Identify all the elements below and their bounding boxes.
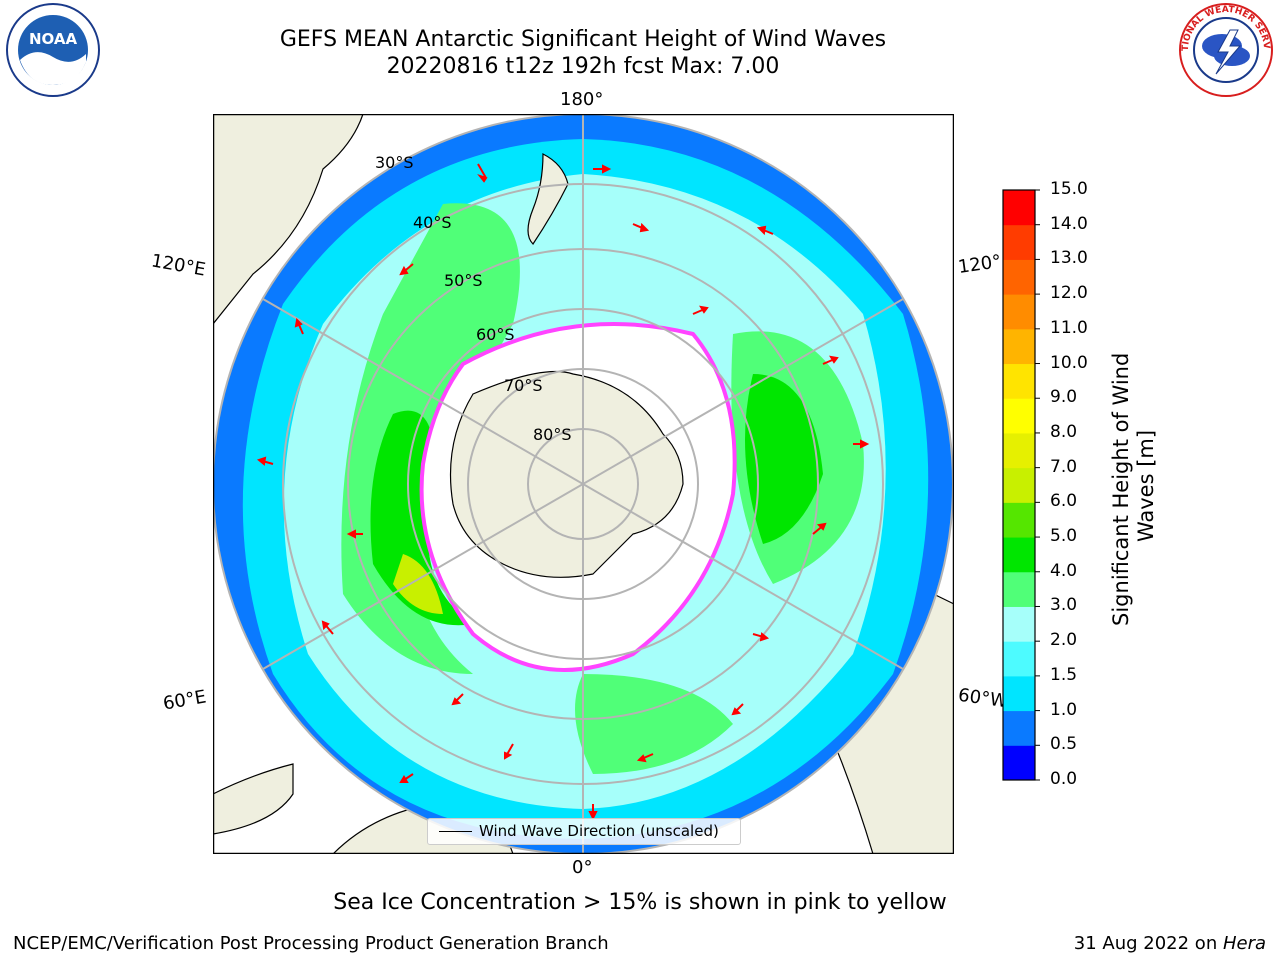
colorbar-segment xyxy=(1003,675,1035,712)
colorbar-tick-label: 0.0 xyxy=(1050,769,1078,789)
colorbar-segment xyxy=(1003,328,1035,365)
colorbar-tick-label: 9.0 xyxy=(1050,387,1078,408)
colorbar-segment xyxy=(1003,363,1035,399)
colorbar-tick-label: 1.5 xyxy=(1050,664,1078,685)
colorbar-border xyxy=(1002,189,1036,781)
colorbar-segment xyxy=(1003,571,1035,607)
lat-label-70s: 70°S xyxy=(504,376,543,395)
colorbar-tick-label: 15.0 xyxy=(1050,179,1088,199)
colorbar-tick-label: 11.0 xyxy=(1050,317,1088,338)
polar-map xyxy=(213,114,954,854)
colorbar-segment xyxy=(1003,502,1035,538)
lat-label-60s: 60°S xyxy=(476,325,515,344)
colorbar-segment xyxy=(1003,641,1035,677)
legend-line-swatch xyxy=(439,831,472,832)
lat-label-80s: 80°S xyxy=(533,425,572,444)
colorbar-segment xyxy=(1003,259,1035,295)
colorbar-tick-label: 7.0 xyxy=(1050,456,1078,477)
colorbar-segment xyxy=(1003,190,1035,226)
colorbar-tick-label: 1.0 xyxy=(1050,699,1078,720)
colorbar-segment xyxy=(1003,606,1035,642)
svg-text:Significant Height of Wind: Significant Height of Wind Waves [m] xyxy=(1109,346,1158,626)
colorbar-tick-label: 12.0 xyxy=(1050,283,1088,304)
datestamp: 31 Aug 2022 on Hera xyxy=(1074,933,1266,954)
lon-label-120e: 120°E xyxy=(149,250,208,281)
colorbar-tick-label: 13.0 xyxy=(1050,248,1088,269)
svg-text:NOAA: NOAA xyxy=(29,30,78,48)
lon-label-180: 180° xyxy=(560,89,604,110)
map-title: GEFS MEAN Antarctic Significant Height o… xyxy=(279,27,887,52)
lat-label-50s: 50°S xyxy=(444,271,483,290)
map-subtitle: 20220816 t12z 192h fcst Max: 7.00 xyxy=(386,54,780,79)
colorbar-segment xyxy=(1003,467,1035,503)
colorbar-tick-label: 10.0 xyxy=(1050,352,1088,373)
colorbar-segment xyxy=(1003,432,1035,469)
new-zealand xyxy=(527,153,569,245)
datestamp-date: 31 Aug 2022 on xyxy=(1073,933,1223,954)
colorbar-segment xyxy=(1003,745,1035,781)
lon-label-120w: 120° xyxy=(956,251,1003,278)
colorbar-segment xyxy=(1003,398,1035,434)
legend-label: Wind Wave Direction (unscaled) xyxy=(479,822,719,840)
colorbar-segment xyxy=(1003,224,1035,260)
colorbar-tick-label: 6.0 xyxy=(1050,491,1078,512)
colorbar-tick-label: 3.0 xyxy=(1050,595,1078,616)
colorbar-tick-label: 5.0 xyxy=(1050,526,1078,547)
wind-wave-arrows xyxy=(256,163,870,821)
colorbar-label: Significant Height of Wind Waves [m] xyxy=(1109,346,1158,626)
noaa-logo: NOAA xyxy=(6,3,100,97)
colorbar-tick-label: 0.5 xyxy=(1050,734,1078,755)
colorbar-tick-label: 2.0 xyxy=(1050,630,1078,651)
lon-label-0: 0° xyxy=(572,857,593,878)
lat-label-30s: 30°S xyxy=(375,153,414,172)
credit-line: NCEP/EMC/Verification Post Processing Pr… xyxy=(13,933,609,954)
lon-label-60e: 60°E xyxy=(161,686,208,715)
colorbar-tick-label: 14.0 xyxy=(1050,213,1088,234)
colorbar-segment xyxy=(1003,537,1035,573)
map-border xyxy=(213,114,954,854)
datestamp-host: Hera xyxy=(1222,933,1266,954)
colorbar-segment xyxy=(1003,294,1035,330)
legend-box: Wind Wave Direction (unscaled) xyxy=(427,818,741,845)
nws-logo: NATIONAL WEATHER SERVICE xyxy=(1178,2,1273,97)
sea-ice-footnote: Sea Ice Concentration > 15% is shown in … xyxy=(333,890,947,915)
lat-label-40s: 40°S xyxy=(413,213,452,232)
colorbar-tick-label: 4.0 xyxy=(1050,560,1078,581)
colorbar-segment xyxy=(1003,710,1035,746)
colorbar-tick-label: 8.0 xyxy=(1050,421,1078,442)
colorbar xyxy=(1002,189,1040,781)
